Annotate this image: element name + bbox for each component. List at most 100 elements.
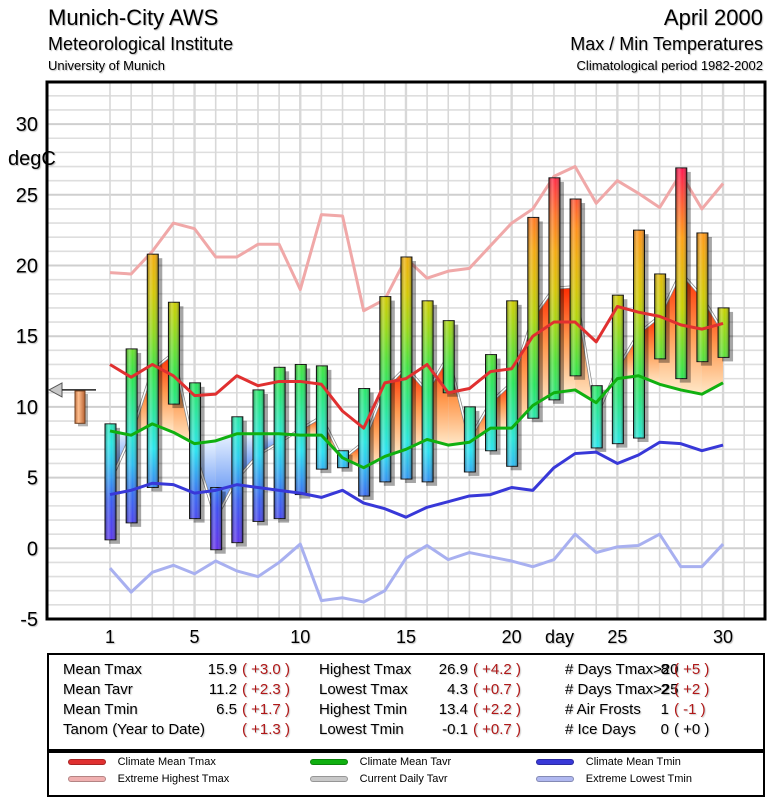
legend-swatch (309, 776, 348, 782)
bar-shine (612, 295, 624, 444)
stat-label: Highest Tmin (319, 701, 408, 718)
stat-anomaly: ( +0 ) (674, 721, 710, 738)
legend-swatch (535, 776, 574, 782)
bar-shine (147, 254, 159, 488)
y-tick-label: 20 (16, 256, 38, 278)
bar-shine (527, 217, 539, 419)
legend: Climate Mean Tmax Extreme Highest Tmax Cli… (47, 751, 765, 797)
legend-item: Extreme Lowest Tmin (535, 773, 692, 785)
stat-anomaly: ( +2 ) (674, 681, 710, 698)
x-tick-label: 10 (290, 627, 310, 647)
stat-anomaly: ( +3.0 ) (242, 661, 290, 678)
x-axis: 1 5 10 15 20 25 30 (105, 627, 733, 647)
day-bar (294, 363, 311, 499)
bar-shine (295, 364, 307, 495)
climate-mean-tavr-line (109, 374, 724, 470)
x-axis-label: day (545, 627, 574, 647)
stat-label: Mean Tmin (63, 701, 138, 718)
bar-shine (464, 406, 476, 472)
university-name: University of Munich (48, 58, 166, 73)
bar-shine (252, 389, 264, 522)
legend-item: Current Daily Tavr (309, 773, 448, 785)
bar-shine (570, 199, 582, 376)
stat-label: Tanom (Year to Date) (63, 721, 206, 738)
bar-shine (675, 167, 687, 379)
day-bar (548, 177, 564, 404)
stat-value: -0.1 (442, 721, 468, 738)
x-tick-label: 5 (190, 627, 200, 647)
stat-value: 2 (660, 681, 669, 698)
legend-label: Climate Mean Tavr (359, 756, 452, 768)
bar-shine (591, 385, 603, 448)
y-axis-label: degC (8, 148, 56, 170)
legend-label: Current Daily Tavr (359, 773, 448, 785)
y-tick-label: 10 (16, 397, 38, 419)
bar-shine (316, 365, 328, 470)
day-bar (590, 385, 607, 452)
day-bar (146, 253, 163, 492)
legend-item: Climate Mean Tmax (67, 756, 216, 768)
day-bar (167, 301, 184, 409)
day-bar (315, 365, 332, 474)
day-bar (358, 388, 374, 500)
legend-item: Extreme Highest Tmax (67, 773, 230, 785)
bar-shine (400, 257, 412, 480)
stat-value: 4.3 (447, 681, 468, 698)
day-bar (506, 300, 522, 471)
legend-item: Climate Mean Tavr (309, 756, 452, 768)
stat-anomaly: ( +4.2 ) (473, 661, 521, 678)
stat-anomaly: ( -1 ) (674, 701, 706, 718)
bar-shine (168, 302, 180, 405)
climate-mean-tmax-line (109, 305, 724, 430)
bar-shine (105, 423, 116, 540)
chart-subtitle: Max / Min Temperatures (570, 34, 763, 54)
day-bar (485, 354, 501, 455)
month-title: April 2000 (663, 5, 763, 30)
stat-value: 11.2 (208, 681, 237, 698)
stat-label: Lowest Tmax (319, 681, 408, 698)
anomaly-bar (74, 390, 86, 424)
day-bar (633, 229, 649, 443)
institute-name: Meteorological Institute (48, 34, 234, 54)
stat-value: 6.5 (216, 701, 237, 718)
stat-label: Highest Tmax (319, 661, 412, 678)
day-bar (717, 307, 734, 362)
legend-swatch (309, 759, 348, 765)
day-bar (696, 232, 712, 366)
year-anomaly-marker (47, 382, 96, 427)
stat-anomaly: ( +2.2 ) (473, 701, 521, 718)
y-tick-label: 30 (16, 114, 38, 136)
day-bar (252, 389, 268, 526)
legend-swatch (67, 776, 106, 782)
stat-value: 8 (660, 661, 669, 678)
day-bar (675, 167, 691, 383)
bar-shine (485, 354, 497, 451)
day-bar (231, 416, 247, 547)
day-bar (273, 366, 290, 523)
extreme-lowest-tmin-line (108, 532, 725, 604)
stat-anomaly: ( +1.3 ) (242, 721, 290, 738)
bar-shine (231, 416, 243, 543)
bar-shine (633, 230, 645, 439)
climatological-period: Climatological period 1982-2002 (576, 58, 763, 73)
bar-shine (379, 296, 391, 482)
legend-swatch (535, 759, 574, 765)
stat-label: # Ice Days (565, 721, 636, 738)
legend-label: Extreme Highest Tmax (117, 773, 230, 785)
stat-anomaly: ( +5 ) (674, 661, 710, 678)
stat-value: 0 (660, 721, 669, 738)
day-bar (379, 296, 395, 486)
x-tick-label: 25 (607, 627, 627, 647)
stat-anomaly: ( +2.3 ) (242, 681, 290, 698)
bar-shine (210, 487, 222, 550)
plot-frame (45, 80, 767, 621)
x-tick-label: 1 (105, 627, 115, 647)
day-bar (104, 423, 120, 544)
legend-label: Climate Mean Tmax (117, 756, 216, 768)
stat-label: # Days Tmax>20 (565, 661, 679, 678)
stat-anomaly: ( +0.7 ) (473, 681, 521, 698)
station-title: Munich-City AWS (48, 5, 219, 30)
day-bar (442, 320, 459, 397)
bar-shine (358, 388, 370, 496)
